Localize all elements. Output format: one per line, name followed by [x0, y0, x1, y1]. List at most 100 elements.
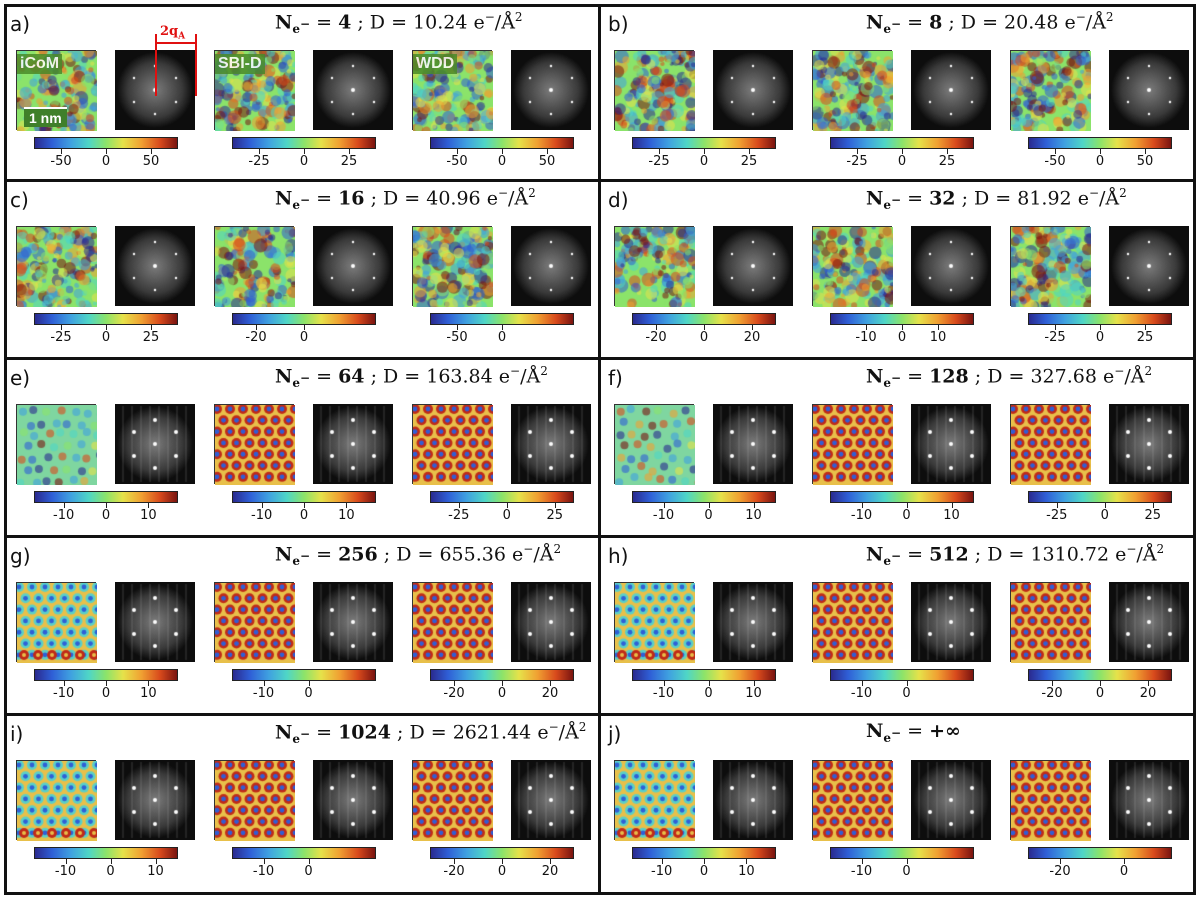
figure-panel: e) Ne− = 64 ; D = 163.84 e−/Å2 -10 0 10 -10 0 1… [0, 358, 598, 536]
real-space-map [17, 583, 97, 663]
electron-count-superscript: − [300, 17, 311, 32]
figure-panel: d) Ne− = 32 ; D = 81.92 e−/Å2 -20 0 20 -10 0 10… [598, 180, 1196, 358]
colorbar-tick [349, 149, 350, 154]
colorbar-tick-label: 0 [299, 508, 309, 523]
electron-count-subscript: e− [883, 371, 901, 390]
electron-count-symbol: N [275, 187, 293, 210]
dose-unit: e [1064, 11, 1076, 34]
fourier-transform-map [115, 226, 195, 306]
colorbar-tick [1056, 503, 1058, 508]
colorbar [1028, 847, 1172, 859]
colorbar-tick-label: 0 [299, 330, 309, 345]
dose-unit-exponent: 2 [1144, 364, 1153, 378]
electron-count-superscript: − [891, 549, 902, 564]
colorbar-tick [1060, 859, 1061, 864]
colorbar-tick-label: 0 [699, 154, 709, 169]
electron-count-subscript-e: e− [883, 725, 902, 745]
electron-count-subscript: e− [292, 727, 310, 746]
colorbar-tick [704, 325, 705, 330]
fourier-transform-map [115, 582, 195, 662]
colorbar-tick [502, 325, 503, 330]
colorbar-tick-label: -25 [1044, 330, 1066, 345]
fft-annotation: 2qA [160, 24, 185, 42]
colorbar-tick [659, 149, 660, 154]
colorbar [632, 137, 776, 149]
fft-image [313, 582, 393, 662]
electron-count-symbol: N [866, 365, 884, 388]
fft-image [713, 582, 793, 662]
colorbar-tick-label: 25 [546, 508, 564, 523]
colorbar-tick [902, 149, 903, 154]
electron-count-superscript: − [891, 17, 902, 32]
colorbar-tick [708, 503, 710, 508]
real-space-map [215, 583, 295, 663]
fourier-transform-map [115, 404, 195, 484]
fft-image [511, 50, 591, 130]
fft-image [911, 760, 991, 840]
colorbar-tick-label: 50 [142, 154, 160, 169]
colorbar-tick-label: 0 [902, 864, 911, 879]
colorbar-tick-label: -50 [446, 154, 468, 169]
colorbar-tick [106, 325, 107, 330]
electron-count-superscript: − [891, 193, 902, 208]
colorbar [1028, 491, 1172, 503]
figure-panel: j) Ne− = +∞ -10 0 10 -10 0 -20 0 [598, 714, 1196, 895]
panel-label: g) [10, 544, 31, 568]
electron-count-symbol: N [866, 543, 884, 566]
fourier-transform-map [313, 760, 393, 840]
fourier-transform-map [313, 582, 393, 662]
colorbar-tick-label: 25 [142, 330, 160, 345]
colorbar-tick [861, 503, 863, 508]
real-space-map [17, 227, 97, 307]
panel-title: Ne− = 8 ; D = 20.48 e−/Å2 [866, 10, 1114, 37]
colorbar-tick [663, 503, 665, 508]
colorbar-tick [256, 325, 257, 330]
real-space-map [413, 761, 493, 841]
dose-symbol: D [987, 365, 1003, 388]
real-space-image [1010, 760, 1091, 841]
fourier-transform-map [511, 582, 591, 662]
dose-unit-superscript: − [548, 720, 559, 734]
colorbar-tick-label: -10 [53, 686, 75, 701]
colorbar [34, 669, 178, 681]
figure-panel: b) Ne− = 8 ; D = 20.48 e−/Å2 -25 0 25 -25 0 25-… [598, 4, 1196, 180]
colorbar [632, 847, 776, 859]
electron-count-value: +∞ [929, 720, 961, 742]
colorbar [632, 669, 776, 681]
dose-unit-area: /Å [494, 11, 515, 34]
panel-label: e) [10, 366, 31, 390]
real-space-image [614, 226, 695, 307]
fourier-transform-map [1109, 226, 1189, 306]
fft-image [313, 760, 393, 840]
colorbar-tick-label: -25 [50, 330, 72, 345]
scale-bar: 1 nm [24, 107, 67, 127]
dose-value: 20.48 [1004, 11, 1059, 34]
colorbar-tick-label: 0 [897, 154, 907, 169]
real-space-image [214, 404, 295, 485]
colorbar-tick [752, 325, 753, 330]
colorbar [632, 313, 776, 325]
fft-image [1109, 404, 1189, 484]
colorbar-tick [547, 149, 548, 154]
dose-unit: e [486, 187, 498, 210]
electron-count-subscript-e: e− [883, 193, 902, 213]
dose-unit: e [1103, 365, 1115, 388]
colorbar-tick [308, 681, 310, 686]
real-space-image [214, 760, 295, 841]
panel-title: Ne− = 4 ; D = 10.24 e−/Å2 [275, 10, 523, 37]
colorbar [830, 847, 974, 859]
fourier-transform-map [713, 582, 793, 662]
dose-symbol: D [974, 187, 990, 210]
real-space-map [413, 405, 493, 485]
colorbar-tick [502, 859, 503, 864]
colorbar-tick [155, 859, 157, 864]
colorbar-tick-label: -20 [645, 330, 667, 345]
dose-unit-area: /Å [520, 365, 541, 388]
real-space-image [614, 404, 695, 485]
colorbar-tick [304, 325, 305, 330]
real-space-image [614, 760, 695, 841]
colorbar-tick-label: -25 [248, 154, 270, 169]
colorbar-tick-label: 0 [704, 686, 713, 701]
colorbar-tick [704, 859, 705, 864]
colorbar-tick [151, 149, 152, 154]
